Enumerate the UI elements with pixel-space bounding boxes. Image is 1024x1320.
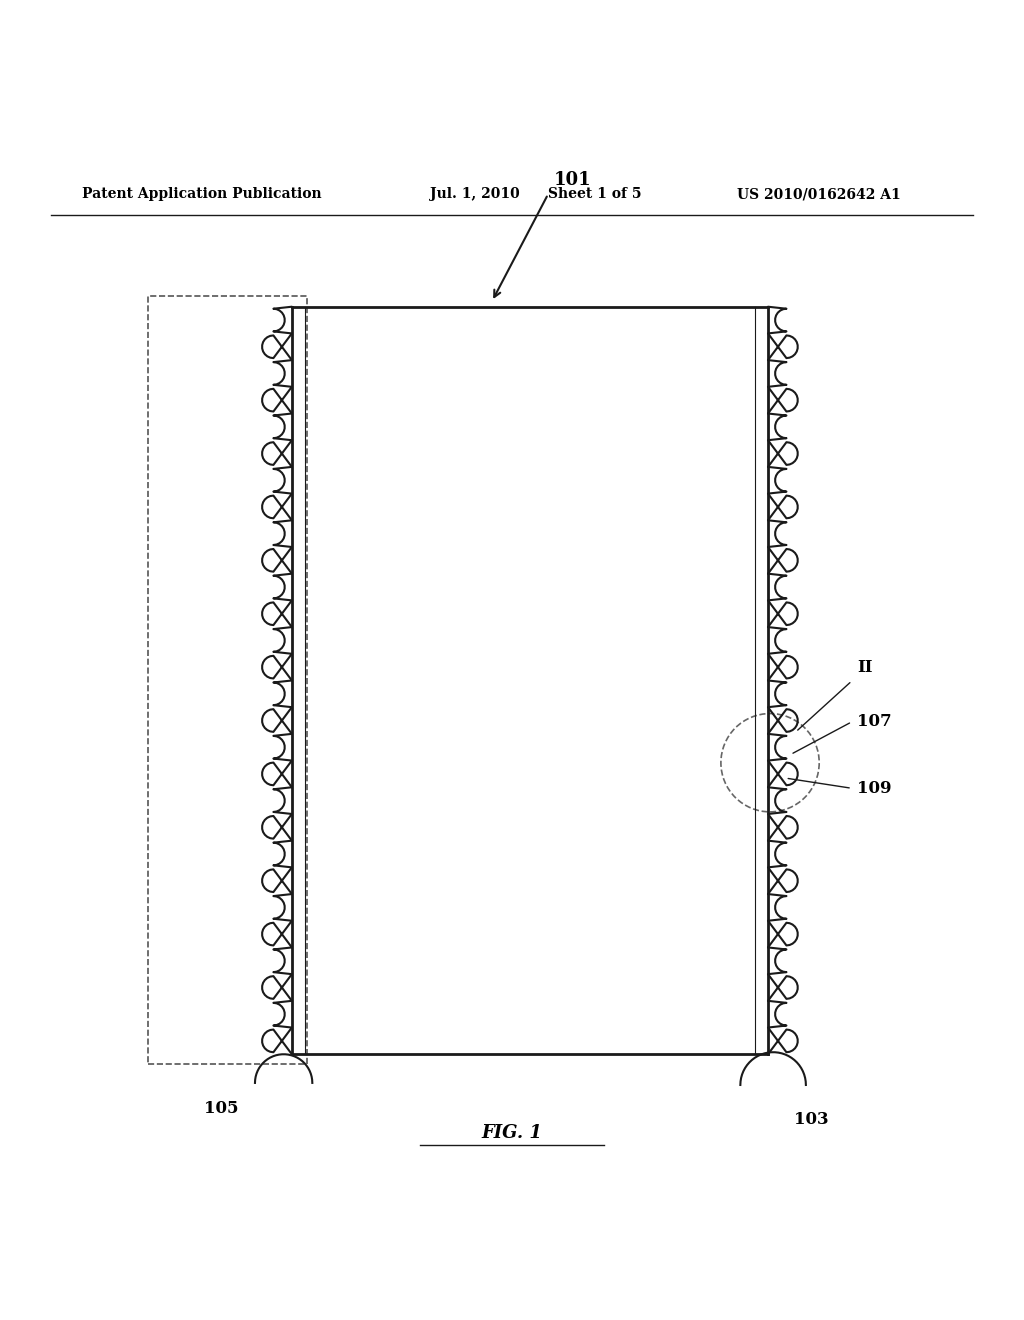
Text: Patent Application Publication: Patent Application Publication: [82, 187, 322, 201]
Text: 109: 109: [857, 780, 892, 797]
Text: 103: 103: [794, 1110, 828, 1127]
Text: II: II: [857, 659, 872, 676]
Text: FIG. 1: FIG. 1: [481, 1125, 543, 1142]
Text: 107: 107: [857, 713, 892, 730]
Text: Sheet 1 of 5: Sheet 1 of 5: [548, 187, 641, 201]
Text: Jul. 1, 2010: Jul. 1, 2010: [430, 187, 520, 201]
Text: US 2010/0162642 A1: US 2010/0162642 A1: [737, 187, 901, 201]
Text: 101: 101: [553, 172, 591, 189]
Text: 105: 105: [204, 1101, 239, 1117]
